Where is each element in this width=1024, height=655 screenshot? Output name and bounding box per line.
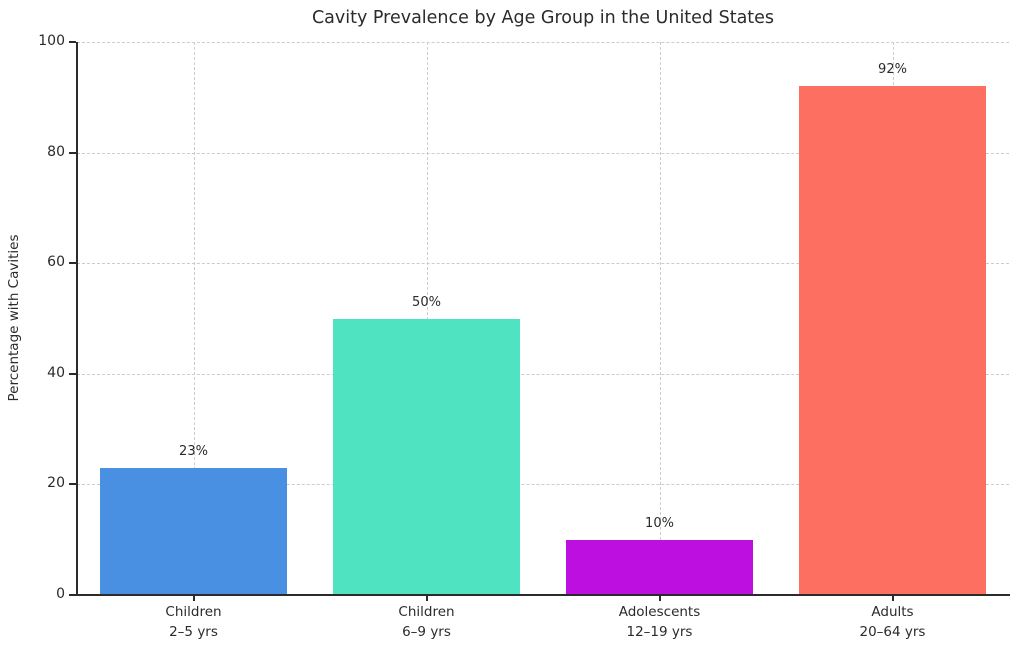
x-axis-spine [76, 594, 1010, 596]
y-gridline [77, 263, 1009, 265]
x-tick-mark [658, 596, 661, 601]
y-gridline [77, 42, 1009, 43]
y-axis-spine [76, 42, 78, 595]
x-tick-label-line2: 20–64 yrs [859, 624, 926, 641]
bar-value-label: 23% [179, 443, 208, 459]
x-tick-label-line2: 2–5 yrs [169, 624, 218, 641]
x-gridline [193, 42, 195, 595]
y-tick-label: 20 [47, 475, 65, 492]
bar-children-1 [100, 467, 287, 595]
y-tick-mark [69, 262, 76, 265]
y-tick-label: 80 [47, 143, 65, 160]
x-tick-mark [891, 596, 894, 601]
y-tick-mark [69, 483, 76, 486]
x-tick-label-line1: Children [398, 604, 455, 620]
x-tick-label: Adolescents 12–19 yrs [543, 602, 776, 643]
x-tick-label-line2: 12–19 yrs [626, 624, 693, 641]
x-gridline [659, 42, 661, 595]
y-tick-mark [69, 372, 76, 375]
bar-adolescents-3 [566, 539, 753, 595]
y-gridline [77, 152, 1009, 154]
bar-value-label: 50% [412, 294, 441, 310]
x-tick-label-line1: Adults [871, 604, 914, 620]
y-gridline [77, 373, 1009, 375]
y-tick-mark [69, 594, 76, 596]
bar-value-label: 92% [878, 62, 907, 78]
x-tick-label-line1: Adolescents [618, 604, 701, 620]
x-tick-label: Adults 20–64 yrs [776, 602, 1009, 643]
plot-area: 23% 50% 10% 92% [77, 42, 1009, 596]
y-tick-label: 0 [56, 586, 65, 602]
x-tick-label: Children 6–9 yrs [310, 602, 543, 643]
bar-children-2 [333, 318, 520, 595]
x-tick-label-line2: 6–9 yrs [402, 624, 451, 641]
y-tick-label: 40 [47, 364, 65, 381]
y-gridline [77, 484, 1009, 486]
y-tick-mark [69, 151, 76, 154]
y-tick-label: 60 [47, 254, 65, 271]
x-tick-mark [425, 596, 428, 601]
x-tick-mark [192, 596, 195, 601]
x-tick-label-line1: Children [165, 604, 222, 620]
y-tick-label: 100 [38, 33, 65, 49]
y-tick-mark [69, 41, 76, 43]
bar-adults-4 [799, 86, 986, 595]
bar-value-label: 10% [645, 515, 674, 531]
y-axis-label: Percentage with Cavities [6, 234, 22, 402]
chart-title: Cavity Prevalence by Age Group in the Un… [311, 8, 775, 28]
x-tick-label: Children 2–5 yrs [77, 602, 310, 643]
